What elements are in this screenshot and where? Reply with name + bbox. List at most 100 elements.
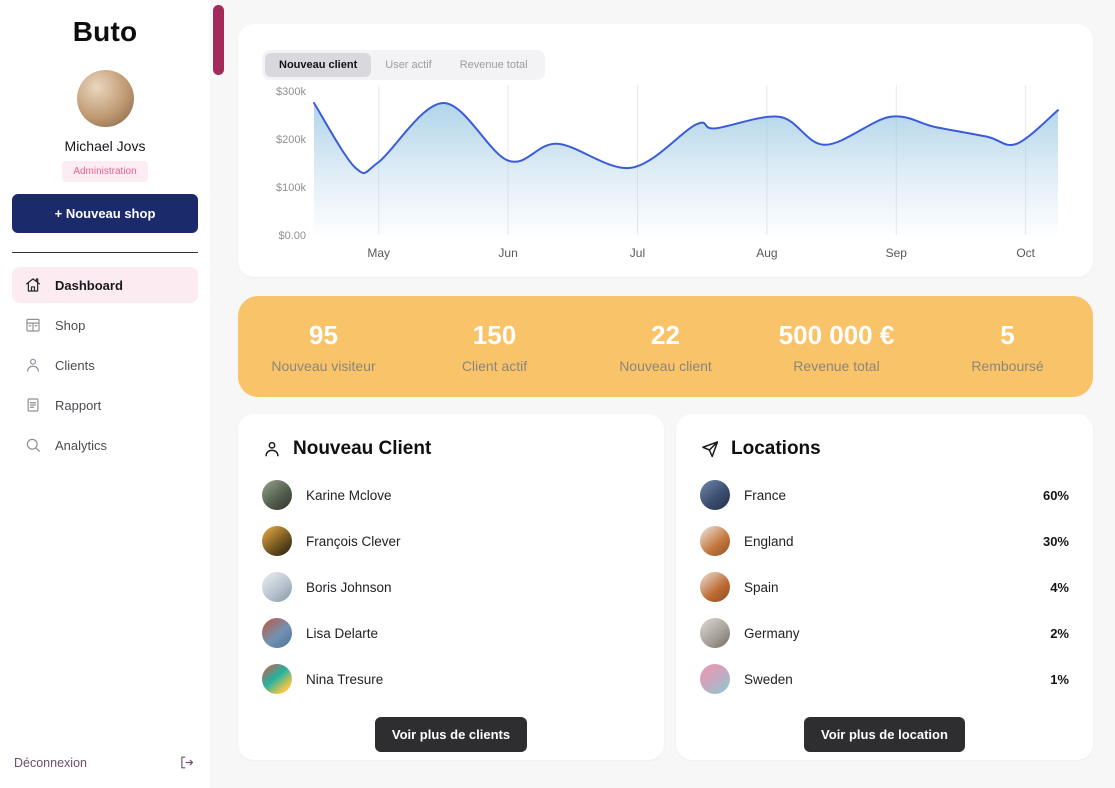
stat-value: 22: [651, 319, 680, 350]
client-avatar: [262, 664, 292, 694]
sidebar-item-rapport[interactable]: Rapport: [12, 387, 198, 423]
location-list-item[interactable]: Sweden 1%: [700, 656, 1069, 702]
location-name: France: [744, 487, 787, 503]
location-name: England: [744, 533, 794, 549]
clients-list: Karine Mclove François Clever Boris John…: [262, 472, 640, 702]
main-content: Nouveau client User actif Revenue total Ma…: [210, 0, 1115, 788]
svg-text:Sep: Sep: [886, 246, 908, 260]
locations-card: Locations France 60% England 30% Spain 4…: [676, 414, 1093, 760]
svg-text:Jul: Jul: [630, 246, 645, 260]
client-name: François Clever: [306, 533, 401, 549]
new-shop-button[interactable]: + Nouveau shop: [12, 194, 198, 233]
location-list-item[interactable]: France 60%: [700, 472, 1069, 518]
location-avatar: [700, 526, 730, 556]
user-icon: [24, 356, 42, 374]
stat-label: Remboursé: [971, 357, 1044, 374]
stat-label: Nouveau visiteur: [271, 357, 376, 374]
client-name: Lisa Delarte: [306, 625, 379, 641]
locations-list: France 60% England 30% Spain 4% Germany …: [700, 472, 1069, 702]
location-percent: 60%: [1042, 487, 1069, 503]
svg-text:May: May: [367, 246, 390, 260]
shop-icon: [24, 316, 42, 334]
location-name: Sweden: [744, 671, 793, 687]
client-list-item[interactable]: François Clever: [262, 518, 640, 564]
stat-cell: 22 Nouveau client: [580, 320, 751, 374]
location-percent: 4%: [1050, 579, 1069, 595]
stat-cell: 95 Nouveau visiteur: [238, 320, 409, 374]
tab-nouveau-client[interactable]: Nouveau client: [265, 53, 372, 77]
stat-cell: 150 Client actif: [409, 320, 580, 374]
stat-value: 500 000 €: [778, 319, 895, 350]
location-list-item[interactable]: Spain 4%: [700, 564, 1069, 610]
stat-label: Client actif: [461, 357, 528, 374]
clients-card-title: Nouveau Client: [293, 438, 432, 459]
revenue-chart-card: Nouveau client User actif Revenue total Ma…: [238, 24, 1093, 277]
location-avatar: [700, 480, 730, 510]
tab-user-actif[interactable]: User actif: [371, 53, 445, 77]
see-more-locations-button[interactable]: Voir plus de location: [804, 717, 965, 752]
logout-button[interactable]: Déconnexion: [14, 754, 195, 771]
sidebar-item-dashboard[interactable]: Dashboard: [12, 267, 198, 303]
sidebar-scrollbar-thumb[interactable]: [213, 5, 224, 75]
stat-cell: 5 Remboursé: [922, 320, 1093, 374]
send-icon: [700, 439, 720, 459]
sidebar-item-label: Rapport: [55, 397, 102, 413]
location-avatar: [700, 664, 730, 694]
sidebar: Buto Michael Jovs Administration + Nouve…: [0, 0, 210, 788]
stat-cell: 500 000 € Revenue total: [751, 320, 922, 374]
svg-text:$0.00: $0.00: [278, 230, 306, 242]
client-list-item[interactable]: Lisa Delarte: [262, 610, 640, 656]
svg-text:Oct: Oct: [1016, 246, 1035, 260]
client-avatar: [262, 480, 292, 510]
logout-icon: [178, 754, 195, 771]
sidebar-item-analytics[interactable]: Analytics: [12, 427, 198, 463]
client-list-item[interactable]: Nina Tresure: [262, 656, 640, 702]
user-avatar: [76, 70, 134, 127]
report-icon: [24, 396, 42, 414]
client-list-item[interactable]: Karine Mclove: [262, 472, 640, 518]
location-avatar: [700, 618, 730, 648]
location-name: Germany: [744, 625, 800, 641]
logout-label: Déconnexion: [14, 755, 87, 770]
see-more-clients-button[interactable]: Voir plus de clients: [374, 717, 528, 752]
stat-value: 150: [472, 319, 517, 350]
svg-text:$200k: $200k: [276, 134, 306, 146]
location-avatar: [700, 572, 730, 602]
stat-value: 95: [309, 319, 338, 350]
tab-revenue-total[interactable]: Revenue total: [446, 53, 542, 77]
locations-card-title: Locations: [731, 438, 821, 459]
role-badge: Administration: [62, 161, 148, 182]
person-icon: [262, 439, 282, 459]
svg-text:$300k: $300k: [276, 86, 306, 98]
bottom-cards-row: Nouveau Client Karine Mclove François Cl…: [238, 414, 1093, 760]
location-percent: 2%: [1050, 625, 1069, 641]
sidebar-item-label: Shop: [55, 317, 86, 333]
stat-label: Nouveau client: [619, 357, 712, 374]
revenue-chart: May Jun Jul Aug Sep Oct $300k $200k $100k $0.00: [276, 85, 1059, 260]
client-avatar: [262, 526, 292, 556]
location-percent: 30%: [1042, 533, 1069, 549]
sidebar-item-clients[interactable]: Clients: [12, 347, 198, 383]
svg-text:Aug: Aug: [756, 246, 777, 260]
client-avatar: [262, 618, 292, 648]
client-name: Boris Johnson: [306, 579, 392, 595]
svg-text:$100k: $100k: [276, 182, 306, 194]
location-list-item[interactable]: Germany 2%: [700, 610, 1069, 656]
client-list-item[interactable]: Boris Johnson: [262, 564, 640, 610]
app-logo: Buto: [72, 16, 138, 47]
search-icon: [24, 436, 42, 454]
sidebar-item-label: Analytics: [55, 437, 108, 453]
sidebar-item-label: Clients: [55, 357, 95, 373]
home-icon: [24, 276, 42, 294]
user-name: Michael Jovs: [64, 138, 146, 154]
sidebar-divider: [12, 252, 198, 253]
client-name: Karine Mclove: [306, 487, 392, 503]
client-name: Nina Tresure: [306, 671, 384, 687]
sidebar-item-shop[interactable]: Shop: [12, 307, 198, 343]
location-name: Spain: [744, 579, 779, 595]
sidebar-nav: Dashboard Shop Clients Rapport Analytics: [0, 267, 210, 463]
stat-value: 5: [1000, 319, 1015, 350]
locations-card-header: Locations: [700, 438, 1069, 460]
location-list-item[interactable]: England 30%: [700, 518, 1069, 564]
svg-text:Jun: Jun: [498, 246, 517, 260]
